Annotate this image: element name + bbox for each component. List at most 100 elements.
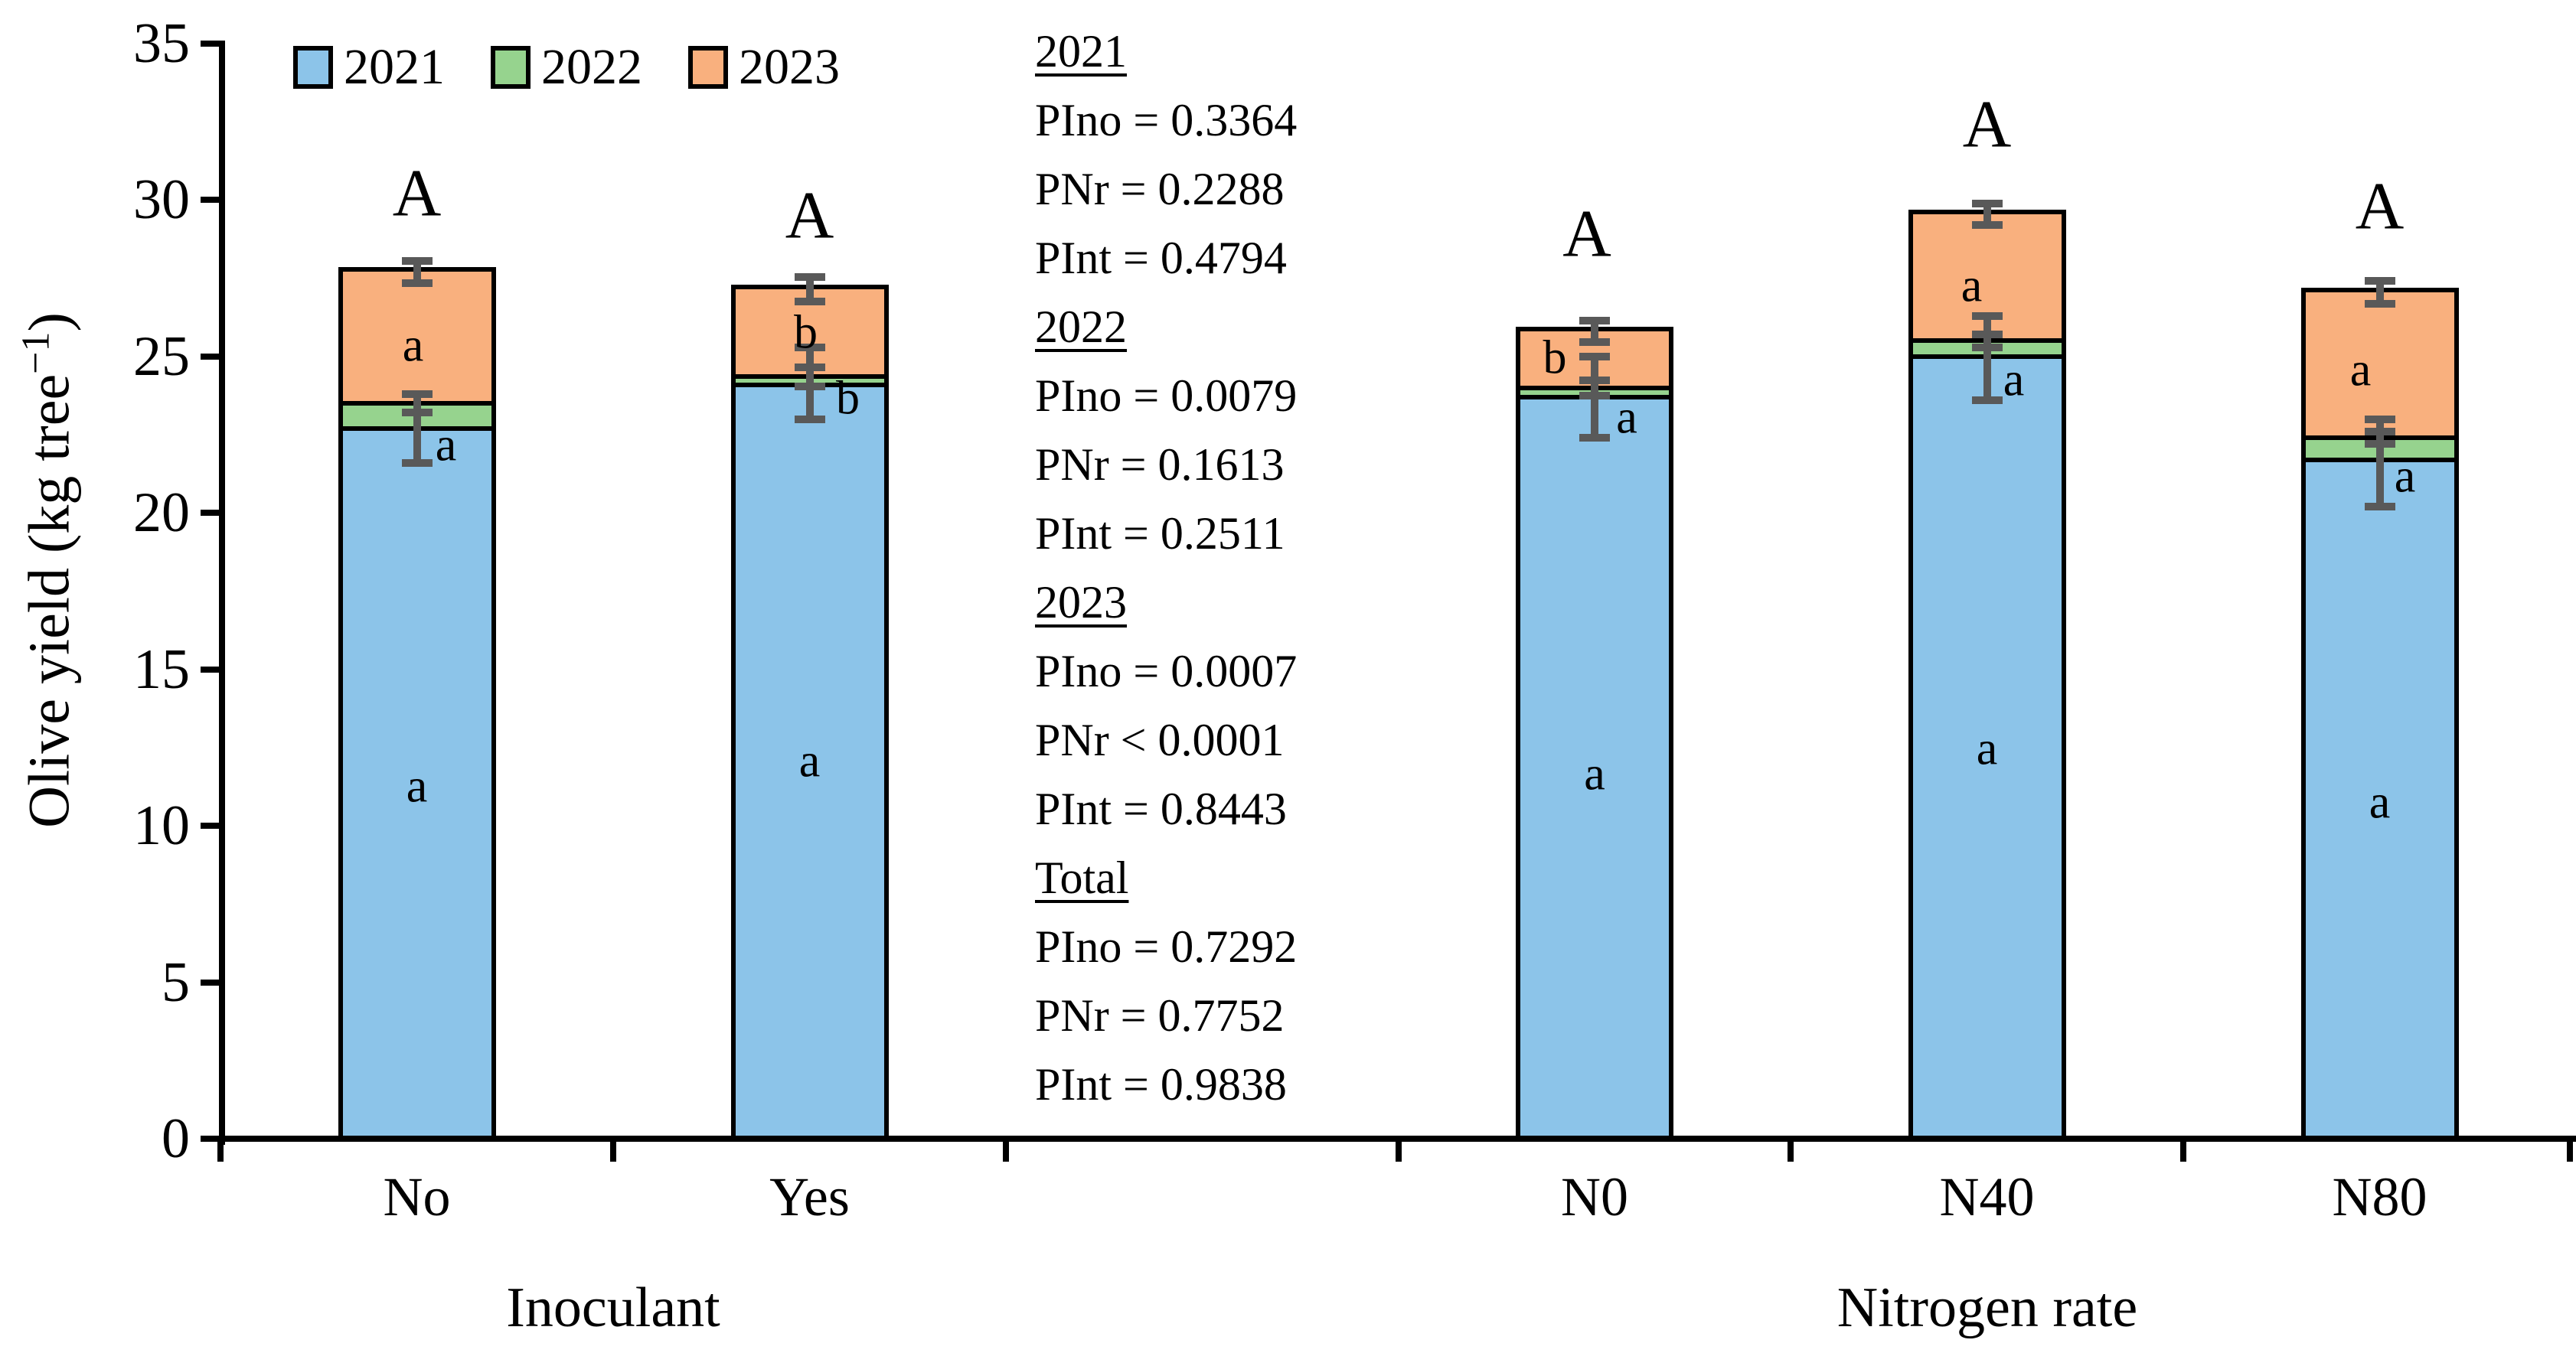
y-axis-tick-25 [201, 353, 222, 360]
error-bar-total-cap-bottom-Yes [794, 298, 825, 306]
x-axis-group-label-inoculant: Inoculant [506, 1276, 720, 1339]
legend-swatch-2022 [491, 46, 531, 89]
bar-segment-2021-N80 [2305, 461, 2454, 1136]
error-bar-total-cap-bottom-N80 [2364, 300, 2395, 308]
error-bar-2021-top-cap-bottom-N80 [2364, 503, 2395, 511]
y-axis-title-suffix: ) [17, 312, 82, 332]
y-axis-tick-20 [201, 510, 222, 517]
y-axis-title-text: Olive yield (kg tree [17, 373, 82, 828]
x-axis-category-label-Yes: Yes [769, 1166, 850, 1227]
y-axis-tick-label-10: 10 [133, 794, 190, 858]
significance-letter-2021-Yes: a [798, 735, 821, 787]
significance-letter-2022-N80: a [2394, 450, 2416, 503]
x-axis-tick-4 [1788, 1142, 1794, 1162]
stats-heading-Total: Total [1035, 853, 1129, 903]
x-axis-category-label-N40: N40 [1939, 1166, 2035, 1227]
legend-label-2021: 2021 [344, 39, 445, 95]
error-bar-2021-top-N40 [1983, 315, 1991, 401]
significance-letter-2023-N40: a [1961, 259, 1983, 312]
significance-letter-2021-No: a [406, 760, 428, 813]
y-axis-title-superscript: −1 [14, 331, 58, 374]
significance-letter-2022-N0: a [1616, 391, 1637, 444]
error-bar-2021-top-cap-top-Yes [794, 343, 825, 351]
stats-line-Total-1: PNr = 0.7752 [1035, 990, 1285, 1041]
x-axis-category-label-N0: N0 [1561, 1166, 1628, 1227]
bar-segment-2023-N80 [2305, 292, 2454, 436]
error-bar-2021-top-Yes [805, 347, 814, 419]
error-bar-total-cap-bottom-No [401, 279, 433, 287]
stats-line-2021-2: PInt = 0.4794 [1035, 233, 1287, 283]
stats-heading-2021: 2021 [1035, 26, 1127, 77]
error-bar-total-cap-top-Yes [794, 272, 825, 281]
bar-segment-2021-N40 [1912, 358, 2062, 1136]
error-bar-total-Yes [805, 276, 814, 302]
error-bar-2021-top-cap-top-N0 [1579, 352, 1610, 360]
error-bar-total-No [413, 261, 421, 283]
y-axis-tick-label-5: 5 [162, 950, 190, 1014]
legend-label-2023: 2023 [739, 39, 840, 95]
error-bar-2021-top-cap-top-N80 [2364, 415, 2395, 423]
legend-swatch-2023 [688, 46, 728, 89]
error-bar-2021-top-cap-bottom-N0 [1579, 434, 1610, 442]
significance-letter-2021-N0: a [1584, 748, 1605, 800]
error-bar-2021-top-cap-bottom-No [401, 458, 433, 467]
y-axis-tick-label-30: 30 [133, 168, 190, 232]
stats-heading-2023: 2023 [1035, 577, 1127, 628]
legend-item-2022: 2022 [491, 42, 642, 93]
x-axis-tick-6 [2567, 1142, 2573, 1162]
stats-panel: 2021 PIno = 0.3364 PNr = 0.2288 PInt = 0.47… [1035, 17, 1297, 1119]
y-axis-tick-label-35: 35 [133, 12, 190, 75]
y-axis-line [219, 41, 225, 1145]
x-axis-tick-2 [1003, 1142, 1009, 1162]
significance-letter-total-No: A [392, 156, 442, 231]
significance-letter-2022-N40: a [2003, 354, 2025, 406]
legend-item-2021: 2021 [293, 42, 445, 93]
error-bar-2021-top-No [413, 393, 421, 463]
error-bar-total-cap-top-N40 [1971, 199, 2003, 207]
legend-swatch-2021 [293, 46, 333, 89]
y-axis-tick-label-0: 0 [162, 1107, 190, 1170]
error-bar-total-N0 [1591, 320, 1598, 343]
x-axis-category-label-No: No [383, 1166, 451, 1227]
stats-line-Total-2: PInt = 0.9838 [1035, 1059, 1287, 1110]
bar-segment-2023-No [342, 272, 491, 402]
significance-letter-2022-Yes: b [836, 372, 860, 425]
x-axis-category-label-N80: N80 [2332, 1166, 2427, 1227]
stats-line-2021-1: PNr = 0.2288 [1035, 164, 1285, 214]
bar-segment-2021-Yes [735, 386, 884, 1136]
significance-letter-2021-N80: a [2369, 776, 2391, 829]
stats-line-2023-2: PInt = 0.8443 [1035, 784, 1287, 834]
stats-line-2022-0: PIno = 0.0079 [1035, 370, 1298, 421]
significance-letter-total-N40: A [1962, 87, 2012, 162]
stats-line-2023-0: PIno = 0.0007 [1035, 646, 1298, 696]
error-bar-2021-top-N80 [2375, 419, 2384, 507]
y-axis-tick-0 [201, 1136, 222, 1142]
y-axis-tick-label-15: 15 [133, 637, 190, 701]
error-bar-total-cap-bottom-N40 [1971, 221, 2003, 230]
y-axis-title: Olive yield (kg tree−1) [14, 312, 81, 828]
bar-segment-2021-No [342, 430, 491, 1136]
error-bar-total-cap-bottom-N0 [1579, 338, 1610, 347]
stats-line-Total-0: PIno = 0.7292 [1035, 921, 1298, 972]
y-axis-tick-15 [201, 666, 222, 673]
x-axis-line [219, 1136, 2576, 1142]
significance-letter-total-N0: A [1562, 197, 1611, 272]
significance-letter-2022-No: a [435, 419, 457, 471]
significance-letter-2023-Yes: b [794, 306, 818, 359]
y-axis-tick-label-25: 25 [133, 324, 190, 388]
error-bar-2021-top-cap-top-No [401, 390, 433, 398]
significance-letter-total-N80: A [2355, 169, 2405, 244]
error-bar-total-N40 [1983, 203, 1991, 226]
legend-label-2022: 2022 [541, 39, 642, 95]
x-axis-tick-1 [610, 1142, 616, 1162]
stats-line-2023-1: PNr < 0.0001 [1035, 715, 1285, 765]
error-bar-total-cap-top-N0 [1579, 316, 1610, 324]
error-bar-total-cap-top-No [401, 257, 433, 266]
significance-letter-2023-N80: a [2349, 344, 2372, 396]
y-axis-tick-5 [201, 979, 222, 986]
error-bar-2021-top-cap-bottom-N40 [1971, 396, 2003, 405]
error-bar-total-N80 [2375, 280, 2384, 305]
significance-letter-2021-N40: a [1976, 722, 1998, 775]
error-bar-2021-top-cap-top-N40 [1971, 311, 2003, 320]
